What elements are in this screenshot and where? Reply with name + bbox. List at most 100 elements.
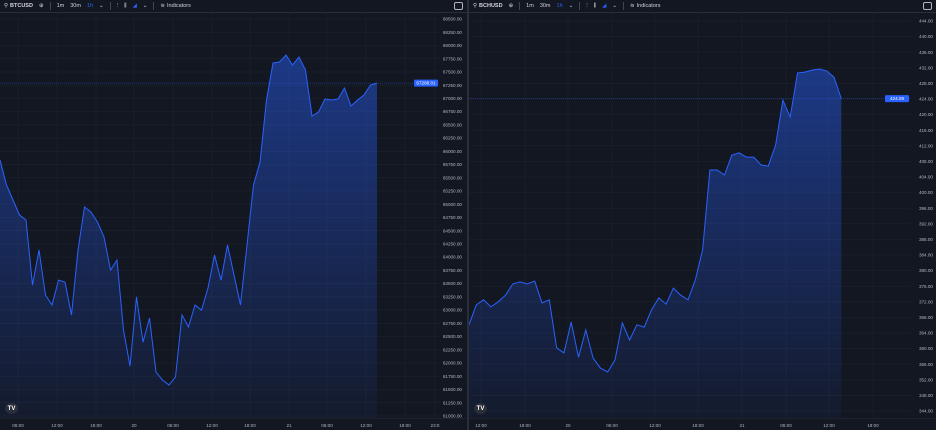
data-point (804, 71, 806, 73)
y-tick-label: 65750.00 (443, 162, 463, 167)
y-tick-label: 360.00 (919, 346, 933, 351)
x-tick-label: 12:00 (823, 423, 835, 428)
data-point (181, 314, 183, 316)
area-chart-icon: ◢ (132, 3, 137, 9)
chevron-down-icon: ⌄ (142, 3, 148, 9)
data-point (541, 302, 543, 304)
data-point (207, 287, 209, 289)
area-style-button[interactable]: ◢ (602, 3, 606, 9)
area-fill (0, 55, 377, 418)
x-tick-label: 12:00 (206, 423, 218, 428)
divider (579, 2, 581, 10)
data-point (527, 283, 528, 285)
data-point (578, 356, 579, 358)
data-point (651, 309, 652, 311)
camera-icon[interactable] (454, 2, 463, 10)
data-point (768, 165, 769, 167)
compare-add-button[interactable]: ⊕ (39, 3, 44, 9)
data-point (45, 294, 46, 296)
chart-type-dropdown[interactable]: ⌄ (143, 3, 148, 9)
interval-dropdown[interactable]: ⌄ (569, 3, 574, 9)
data-point (370, 84, 371, 86)
data-point (110, 269, 111, 271)
data-point (826, 70, 827, 72)
candle-style-button[interactable]: ⫼ (124, 3, 127, 10)
bar-style-button[interactable]: ⫶ (117, 3, 118, 10)
x-tick-label: 06:00 (606, 423, 618, 428)
data-point (77, 249, 79, 251)
y-tick-label: 67750.00 (443, 56, 463, 61)
interval-1h[interactable]: 1h (86, 3, 94, 9)
data-point (253, 184, 254, 186)
tradingview-logo[interactable]: TV (5, 403, 18, 414)
data-point (563, 352, 565, 354)
y-tick-label: 64250.00 (443, 242, 463, 247)
y-tick-label: 404.00 (919, 175, 933, 180)
data-point (344, 87, 345, 89)
area-style-button[interactable]: ◢ (133, 3, 137, 9)
y-tick-label: 62750.00 (443, 321, 463, 326)
interval-dropdown[interactable]: ⌄ (99, 3, 104, 9)
data-point (337, 98, 339, 100)
x-tick-label: 12:00 (649, 423, 661, 428)
y-tick-label: 424.00 (919, 97, 933, 102)
x-tick-label: 18:00 (692, 423, 704, 428)
y-tick-label: 62250.00 (443, 347, 463, 352)
data-point (357, 99, 358, 101)
data-point (97, 221, 98, 223)
data-point (600, 367, 601, 369)
y-tick-label: 412.00 (919, 143, 933, 148)
y-tick-label: 64000.00 (443, 255, 463, 260)
indicators-button[interactable]: ≋ Indicators (160, 3, 191, 9)
data-point (350, 105, 352, 107)
data-point (71, 314, 72, 316)
data-point (570, 321, 572, 323)
data-point (6, 184, 7, 186)
y-tick-label: 65250.00 (443, 189, 463, 194)
bar-style-button[interactable]: ⫶ (586, 3, 587, 10)
symbol-search[interactable]: ⚲ BCHUSD (473, 3, 503, 9)
compare-add-button[interactable]: ⊕ (509, 3, 514, 9)
tradingview-logo[interactable]: TV (474, 403, 487, 414)
candle-style-button[interactable]: ⫼ (594, 3, 597, 10)
price-chart[interactable]: 68500.00 68250.00 68000.00 67750.00 67500.00… (0, 0, 467, 430)
plus-circle-icon: ⊕ (38, 3, 44, 9)
data-point (149, 317, 150, 319)
panel-divider[interactable] (467, 0, 469, 430)
y-tick-label: 344.00 (919, 409, 933, 414)
interval-1m[interactable]: 1m (526, 3, 534, 9)
x-tick-label: 23:0 (431, 423, 440, 428)
x-tick-label: 20 (131, 423, 137, 428)
symbol-search[interactable]: ⚲ BTCUSD (4, 3, 33, 9)
data-point (227, 244, 228, 246)
data-point (731, 154, 733, 156)
y-tick-label: 356.00 (919, 362, 933, 367)
y-tick-label: 428.00 (919, 81, 933, 86)
data-point (25, 219, 27, 221)
data-point (665, 303, 667, 305)
chart-type-dropdown[interactable]: ⌄ (612, 3, 617, 9)
interval-30m[interactable]: 30m (70, 3, 81, 9)
data-point (490, 306, 492, 308)
data-point (162, 379, 163, 381)
data-point (592, 357, 594, 359)
interval-1m[interactable]: 1m (56, 3, 65, 9)
indicators-button[interactable]: ≋ Indicators (630, 3, 661, 9)
area-chart-icon: ◢ (602, 3, 607, 9)
candles-icon: ⫼ (593, 2, 597, 9)
price-chart[interactable]: 444.00 440.00 436.00 432.00 428.00 424.00 420.… (469, 0, 936, 430)
data-point (188, 326, 189, 328)
data-point (505, 294, 506, 296)
x-tick-label: 06:00 (780, 423, 792, 428)
divider (623, 2, 625, 10)
interval-30m[interactable]: 30m (539, 3, 551, 9)
data-point (136, 296, 137, 298)
camera-icon[interactable] (923, 2, 932, 10)
data-point (38, 249, 40, 251)
bars-icon: ⫶ (586, 2, 588, 9)
interval-1h[interactable]: 1h (556, 3, 563, 9)
data-point (753, 156, 754, 158)
y-tick-label: 364.00 (919, 331, 933, 336)
y-tick-label: 444.00 (919, 19, 933, 24)
data-point (51, 304, 53, 306)
